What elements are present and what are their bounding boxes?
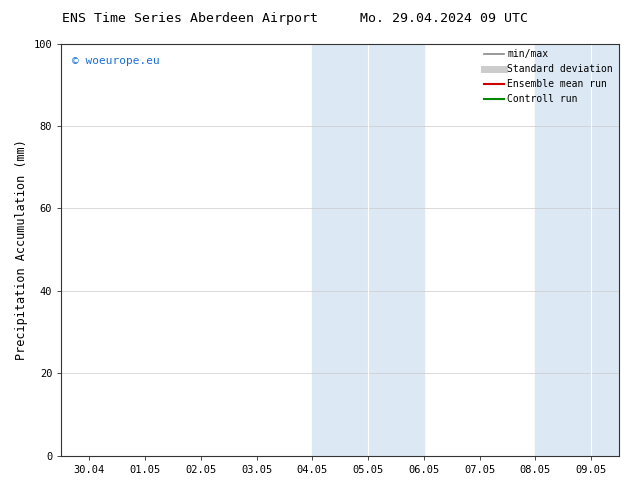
Bar (313, 44, 424, 456)
Text: ENS Time Series Aberdeen Airport: ENS Time Series Aberdeen Airport (62, 12, 318, 25)
Text: Mo. 29.04.2024 09 UTC: Mo. 29.04.2024 09 UTC (360, 12, 527, 25)
Y-axis label: Precipitation Accumulation (mm): Precipitation Accumulation (mm) (15, 139, 28, 360)
Bar (535, 44, 619, 456)
Text: © woeurope.eu: © woeurope.eu (72, 56, 160, 66)
Legend: min/max, Standard deviation, Ensemble mean run, Controll run: min/max, Standard deviation, Ensemble me… (480, 46, 617, 108)
